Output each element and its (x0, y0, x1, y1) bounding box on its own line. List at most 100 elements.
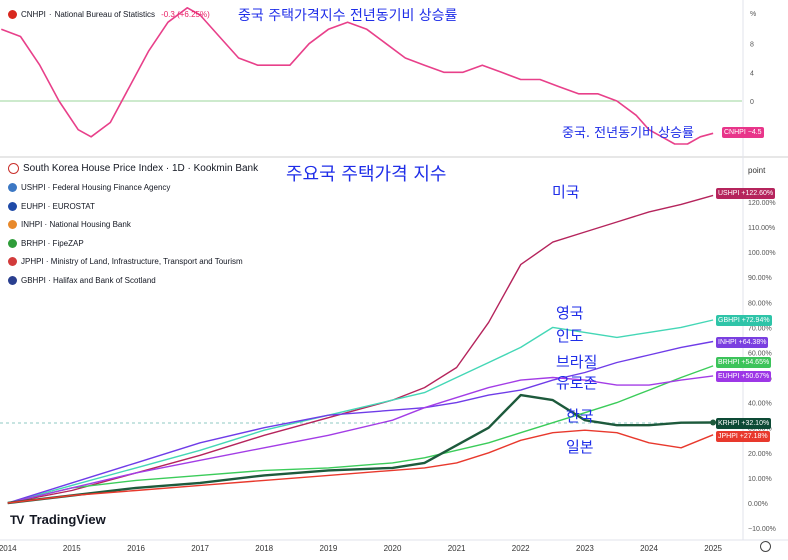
price-tag-symbol: INHPI (718, 339, 737, 346)
series-legend-label: EUHPI · EUROSTAT (21, 201, 95, 211)
main-legend[interactable]: South Korea House Price Index · 1D · Koo… (8, 163, 258, 174)
series-legend-item[interactable]: EUHPI · EUROSTAT (8, 201, 95, 211)
x-axis: 2014 2015 2016 2017 2018 2019 2020 2021 2022 2023… (0, 544, 723, 553)
tradingview-logo[interactable]: TV TradingView (10, 512, 106, 527)
bottom-y-tick-label: 90.00% (748, 275, 772, 282)
bottom-y-tick-label: 0.00% (748, 501, 768, 508)
x-tick-label: 2019 (320, 544, 338, 553)
euhpi-series-line (7, 375, 714, 504)
series-label-kr: 일본 (566, 438, 594, 456)
x-tick-label: 2018 (255, 544, 273, 553)
flag-icon (8, 275, 17, 285)
bottom-y-axis: 120.00% 110.00% 100.00% 90.00% 80.00% 70.00% 6… (748, 200, 776, 533)
bottom-y-tick-label: −10.00% (748, 526, 776, 533)
bottom-title-kr: 주요국 주택가격 지수 (286, 164, 447, 185)
top-price-tag: CNHPI −4.5 (722, 127, 764, 138)
krhpi-price-tag: KRHPI +32.10% (716, 418, 772, 429)
legend-separator: · (48, 10, 52, 19)
bottom-y-tick-label: 80.00% (748, 300, 772, 307)
price-tag-value: +64.38% (736, 339, 767, 346)
top-legend-symbol: CNHPI (21, 10, 46, 19)
series-legend-item[interactable]: BRHPI · FipeZAP (8, 238, 84, 248)
x-tick-label: 2025 (704, 544, 722, 553)
x-tick-label: 2023 (576, 544, 594, 553)
flag-icon (8, 238, 17, 248)
axis-unit[interactable]: point (748, 166, 766, 175)
top-title-kr: 중국 주택가격지수 전년동기비 상승률 (238, 8, 458, 24)
price-tag-value: +32.10% (739, 420, 770, 427)
price-tag-value: +54.65% (739, 359, 770, 366)
x-tick-label: 2021 (448, 544, 466, 553)
flag-icon (8, 220, 17, 229)
gbhpi-price-tag: GBHPI +72.94% (716, 315, 772, 326)
flag-icon (8, 183, 17, 192)
x-tick-label: 2020 (384, 544, 402, 553)
china-flag-icon (8, 10, 17, 19)
inhpi-price-tag: INHPI +64.38% (716, 337, 769, 348)
bottom-y-tick-label: 100.00% (748, 250, 776, 257)
price-tag-symbol: GBHPI (718, 317, 740, 324)
bottom-y-tick-label: 10.00% (748, 476, 772, 483)
price-tag-symbol: USHPI (718, 190, 740, 197)
series-legend-label: USHPI · Federal Housing Finance Agency (21, 183, 171, 192)
x-tick-label: 2022 (512, 544, 530, 553)
main-legend-text: South Korea House Price Index · 1D · Koo… (23, 163, 259, 174)
series-label-kr: 한국 (566, 407, 594, 425)
top-y-tick-label: 4 (750, 70, 754, 77)
settings-gear-icon[interactable] (760, 541, 771, 552)
top-y-tick-label: % (750, 11, 756, 18)
bottom-y-tick-label: 20.00% (748, 451, 772, 458)
jphpi-price-tag: JPHPI +27.18% (716, 431, 770, 442)
cnhpi-line-group (1, 7, 714, 145)
tradingview-logo-icon: TV (10, 512, 24, 527)
series-legend-label: JPHPI · Ministry of Land, Infrastructure… (21, 257, 243, 266)
x-tick-label: 2017 (191, 544, 209, 553)
bottom-y-tick-label: 40.00% (748, 401, 772, 408)
jphpi-series-line (7, 429, 714, 504)
x-tick-label: 2024 (640, 544, 658, 553)
hpi-series-group (7, 194, 717, 505)
flag-icon (8, 201, 17, 211)
top-legend-change: -0.3 (+6.25%) (161, 10, 210, 19)
euhpi-price-tag: EUHPI +50.67% (716, 371, 772, 382)
series-legend-item[interactable]: GBHPI · Halifax and Bank of Scotland (8, 275, 156, 285)
series-legend-label: INHPI · National Housing Bank (21, 220, 131, 229)
series-legend-item[interactable]: INHPI · National Housing Bank (8, 220, 131, 229)
price-tag-value: +50.67% (739, 373, 770, 380)
series-label-kr: 미국 (552, 183, 580, 201)
top-y-tick-label: 0 (750, 99, 754, 106)
series-label-kr: 영국 (556, 304, 584, 322)
price-tag-value: +122.60% (739, 190, 774, 197)
ushpi-series-line (7, 194, 714, 504)
series-label-kr: 브라질 (556, 353, 598, 371)
krhpi-series-line (7, 393, 714, 505)
price-tag-symbol: JPHPI (718, 433, 738, 440)
series-legend-item[interactable]: USHPI · Federal Housing Finance Agency (8, 183, 170, 192)
top-legend-source: National Bureau of Statistics (54, 10, 156, 19)
gbhpi-series-line (7, 319, 714, 504)
x-tick-label: 2016 (127, 544, 145, 553)
top-legend[interactable]: CNHPI · National Bureau of Statistics -0… (8, 10, 210, 19)
top-annotation-kr: 중국. 전년동기비 상승률 (562, 126, 694, 141)
flag-icon (8, 257, 17, 266)
series-label-kr: 유로존 (556, 374, 598, 392)
bottom-y-tick-label: 30.00% (748, 426, 772, 433)
x-tick-label: 2014 (0, 544, 17, 553)
top-y-axis: %840−4 (750, 11, 758, 135)
brand-name: TradingView (29, 512, 106, 527)
price-tag-symbol: KRHPI (718, 420, 740, 427)
top-panel (0, 7, 742, 145)
top-price-tag-symbol: CNHPI (724, 129, 746, 136)
bottom-y-tick-label: 120.00% (748, 200, 776, 207)
series-legend-item[interactable]: JPHPI · Ministry of Land, Infrastructure… (8, 257, 243, 266)
bottom-y-tick-label: 110.00% (748, 225, 775, 232)
price-tag-value: +27.18% (737, 433, 768, 440)
series-legend-label: GBHPI · Halifax and Bank of Scotland (21, 275, 156, 285)
top-price-tag-value: −4.5 (747, 129, 762, 136)
korea-flag-icon (8, 163, 19, 174)
price-tag-symbol: BRHPI (718, 359, 740, 366)
series-label-kr: 인도 (556, 327, 584, 345)
series-legend-label: BRHPI · FipeZAP (21, 238, 84, 248)
brhpi-series-line (7, 365, 714, 504)
